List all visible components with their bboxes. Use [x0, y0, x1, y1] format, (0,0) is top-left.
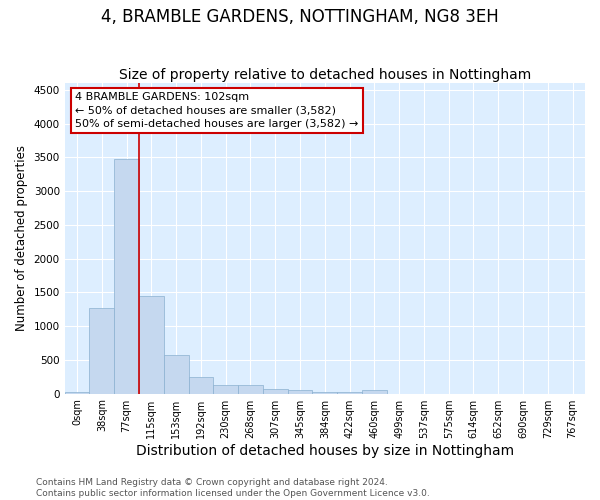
Bar	[238, 386, 263, 394]
Bar	[139, 296, 164, 394]
Y-axis label: Number of detached properties: Number of detached properties	[15, 146, 28, 332]
Bar	[188, 376, 214, 394]
X-axis label: Distribution of detached houses by size in Nottingham: Distribution of detached houses by size …	[136, 444, 514, 458]
Text: Contains HM Land Registry data © Crown copyright and database right 2024.
Contai: Contains HM Land Registry data © Crown c…	[36, 478, 430, 498]
Bar	[114, 158, 139, 394]
Bar	[313, 392, 337, 394]
Bar	[362, 390, 387, 394]
Bar	[65, 392, 89, 394]
Title: Size of property relative to detached houses in Nottingham: Size of property relative to detached ho…	[119, 68, 531, 82]
Text: 4, BRAMBLE GARDENS, NOTTINGHAM, NG8 3EH: 4, BRAMBLE GARDENS, NOTTINGHAM, NG8 3EH	[101, 8, 499, 26]
Bar	[287, 390, 313, 394]
Bar	[337, 392, 362, 394]
Bar	[214, 385, 238, 394]
Text: 4 BRAMBLE GARDENS: 102sqm
← 50% of detached houses are smaller (3,582)
50% of se: 4 BRAMBLE GARDENS: 102sqm ← 50% of detac…	[75, 92, 358, 129]
Bar	[89, 308, 114, 394]
Bar	[263, 389, 287, 394]
Bar	[164, 355, 188, 394]
